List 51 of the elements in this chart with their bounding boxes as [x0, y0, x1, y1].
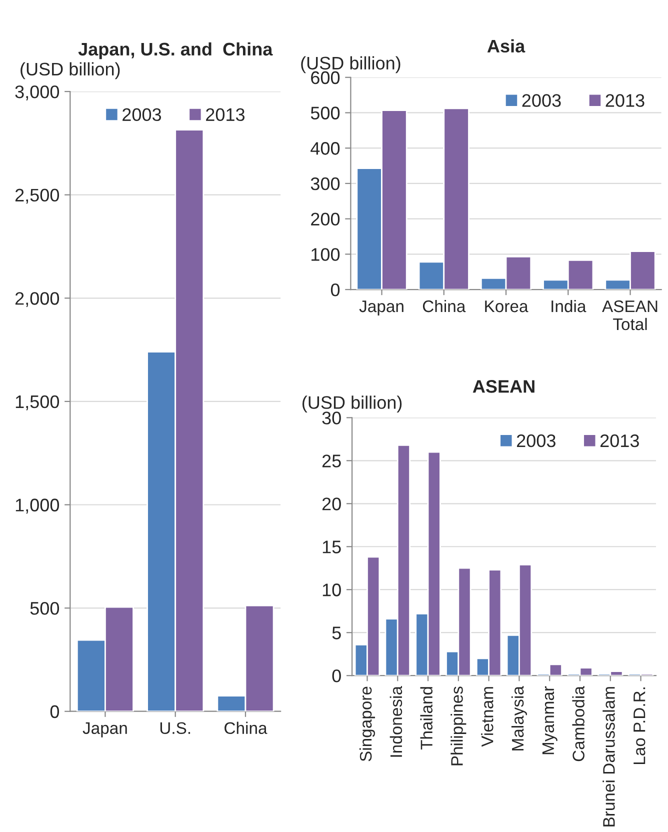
y-tick-label: 25 — [322, 454, 341, 468]
x-tick-label: Cambodia — [572, 686, 584, 762]
y-tick-label: 400 — [310, 142, 340, 155]
y-tick-label: 30 — [322, 412, 341, 424]
y-tick-label: 0 — [330, 283, 340, 296]
legend-label: 2013 — [600, 434, 639, 448]
x-tick-label: ASEAN Total — [602, 300, 658, 330]
y-tick-label: 5 — [332, 626, 341, 640]
x-tick-label: Thailand — [420, 687, 432, 750]
y-tick-label: 200 — [311, 212, 340, 226]
x-tick-label: India — [552, 300, 586, 312]
legend-label: 2013 — [206, 108, 245, 122]
legend-label: 2013 — [606, 94, 644, 107]
y-tick-label: 0 — [50, 705, 60, 718]
x-tick-label: Brunei Darussalam — [602, 687, 615, 826]
x-tick-label: China — [422, 300, 466, 312]
x-tick-label: Vietnam — [481, 687, 494, 747]
y-tick-label: 500 — [30, 602, 60, 615]
x-tick-label: U.S. — [160, 722, 190, 734]
y-tick-label: 0 — [332, 670, 341, 682]
y-tick-label: 15 — [322, 540, 341, 554]
y-tick-label: 500 — [310, 106, 340, 120]
x-tick-label: Malaysia — [511, 686, 527, 750]
chart-title: ASEAN — [472, 380, 534, 393]
legend-label: 2003 — [122, 108, 162, 122]
y-tick-label: 3,000 — [15, 85, 60, 100]
x-tick-label: Singapore — [359, 686, 375, 762]
y-tick-label: 1,500 — [16, 395, 60, 410]
legend-label: 2003 — [522, 94, 561, 107]
x-tick-label: Philippines — [450, 686, 466, 766]
x-tick-label: China — [224, 722, 268, 734]
x-tick-label: Korea — [485, 300, 528, 312]
x-tick-label: Japan — [359, 300, 404, 316]
x-tick-label: Indonesia — [390, 686, 402, 757]
y-axis-title: (USD billion) — [302, 396, 402, 412]
y-tick-label: 1,000 — [16, 498, 60, 514]
legend-label: 2003 — [516, 434, 556, 448]
x-tick-label: Japan — [82, 722, 127, 738]
x-tick-label: Lao P.D.R. — [634, 688, 646, 764]
y-tick-label: 2,500 — [15, 188, 60, 204]
y-tick-label: 600 — [311, 71, 340, 84]
x-tick-label: Myanmar — [542, 686, 558, 754]
y-tick-label: 100 — [312, 248, 340, 261]
y-axis-title: (USD billion) — [301, 56, 400, 74]
y-tick-label: 300 — [310, 177, 340, 190]
y-tick-label: 20 — [322, 498, 341, 510]
chart-title: Japan, U.S. and China — [78, 42, 273, 60]
y-tick-label: 10 — [322, 584, 341, 596]
y-axis-title: (USD billion) — [20, 62, 120, 80]
chart-title: Asia — [487, 39, 526, 53]
y-tick-label: 2,000 — [15, 292, 60, 307]
